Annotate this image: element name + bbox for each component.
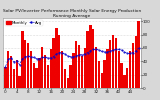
- Bar: [89, 25, 92, 88]
- Bar: [92, 29, 94, 88]
- Bar: [123, 75, 126, 88]
- Bar: [135, 36, 137, 88]
- Bar: [112, 35, 114, 88]
- Bar: [84, 48, 86, 88]
- Bar: [44, 55, 46, 88]
- Bar: [16, 60, 18, 88]
- Legend: Monthly, Avg: Monthly, Avg: [5, 20, 43, 26]
- Bar: [4, 67, 7, 88]
- Bar: [13, 69, 15, 88]
- Bar: [7, 51, 9, 88]
- Bar: [98, 61, 100, 88]
- Bar: [100, 73, 103, 88]
- Bar: [10, 56, 12, 88]
- Bar: [106, 49, 109, 88]
- Title: Solar PV/Inverter Performance Monthly Solar Energy Production Running Average: Solar PV/Inverter Performance Monthly So…: [3, 9, 141, 18]
- Bar: [35, 68, 38, 88]
- Bar: [64, 69, 66, 88]
- Bar: [115, 38, 117, 88]
- Bar: [109, 40, 111, 88]
- Bar: [27, 43, 29, 88]
- Bar: [61, 51, 63, 88]
- Bar: [50, 49, 52, 88]
- Bar: [38, 58, 41, 88]
- Bar: [103, 60, 106, 88]
- Bar: [52, 38, 55, 88]
- Bar: [24, 40, 27, 88]
- Bar: [18, 76, 21, 88]
- Bar: [132, 43, 134, 88]
- Bar: [78, 45, 80, 88]
- Bar: [47, 65, 49, 88]
- Bar: [58, 35, 60, 88]
- Bar: [72, 53, 75, 88]
- Bar: [120, 63, 123, 88]
- Bar: [129, 51, 131, 88]
- Bar: [86, 31, 89, 88]
- Bar: [55, 28, 58, 88]
- Bar: [41, 47, 44, 88]
- Bar: [30, 51, 32, 88]
- Bar: [21, 31, 24, 88]
- Bar: [117, 51, 120, 88]
- Bar: [95, 47, 97, 88]
- Bar: [75, 41, 77, 88]
- Bar: [137, 21, 140, 88]
- Bar: [69, 65, 72, 88]
- Bar: [67, 78, 69, 88]
- Bar: [126, 68, 128, 88]
- Bar: [33, 63, 35, 88]
- Bar: [81, 56, 83, 88]
